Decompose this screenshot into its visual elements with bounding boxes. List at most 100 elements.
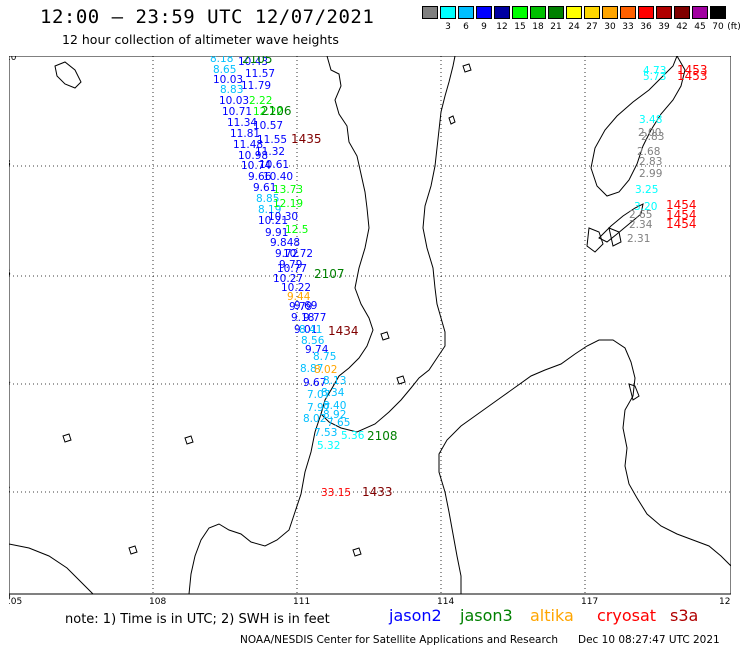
color-scale-label: 15 [514, 22, 526, 32]
swh-value-label: 3.25 [635, 184, 658, 196]
swh-value-label: 8.41 [299, 324, 322, 336]
coast-malay-peninsula [188, 413, 322, 595]
coastlines [9, 56, 731, 595]
swh-value-label: 9.67 [303, 377, 326, 389]
swh-value-label: 12.19 [273, 198, 303, 210]
pass-time-label: 2105 [242, 56, 273, 66]
swh-value-label: 11.55 [257, 134, 287, 146]
swh-value-label: 10.22 [281, 282, 311, 294]
swh-value-label: 10.71 [222, 106, 252, 118]
swh-value-label: 8.65 [213, 64, 236, 76]
swh-value-label: 8.19 [258, 204, 281, 216]
swh-value-label: 8.83 [220, 84, 243, 96]
pass-time-label: 2106 [261, 104, 292, 118]
swh-value-label: 9.66 [248, 171, 272, 183]
swh-value-label: 9.77 [303, 312, 326, 324]
color-scale-label: 3 [445, 22, 451, 32]
latitude-tick-label: 8 [9, 159, 11, 169]
swh-value-label: 2.31 [627, 233, 650, 245]
swh-value-label: 10.21 [258, 215, 288, 227]
longitude-tick-label: 108 [149, 597, 166, 604]
map-subtitle: 12 hour collection of altimeter wave hei… [62, 32, 339, 47]
swh-value-label: 8.02 [303, 413, 326, 425]
color-swatch [674, 6, 690, 19]
altimeter-map: 105 108 111 114 117 120 0 2 4 6 8 10 8.18 10.438.65… [9, 56, 731, 604]
swh-value-label: 10.77 [277, 263, 307, 275]
swh-value-label: 8.75 [313, 351, 336, 363]
color-swatch [458, 6, 474, 19]
latitude-tick-label: 4 [9, 377, 11, 387]
swh-value-label: 10.57 [253, 120, 283, 132]
swh-value-label: 10.40 [263, 171, 293, 183]
swh-value-label: 10.61 [259, 159, 289, 171]
swh-value-label: 9.91 [265, 227, 288, 239]
swh-value-label: 5.32 [317, 440, 340, 452]
coast-palawan [598, 203, 644, 243]
swh-value-label: 8.40 [323, 400, 346, 412]
color-scale-label: 21 [550, 22, 562, 32]
swh-value-label: 8.34 [321, 387, 345, 399]
swh-value-label: 9.79 [279, 259, 302, 271]
swh-value-label: 9.69 [294, 300, 317, 312]
legend-item-jason2: jason2 [389, 606, 442, 625]
legend-item-jason3: jason3 [460, 606, 513, 625]
swh-value-label: 7.07 [307, 389, 330, 401]
longitude-tick-label: 111 [293, 597, 310, 604]
swh-value-label: 9.44 [287, 291, 311, 303]
color-swatch [512, 6, 528, 19]
color-scale-label: 6 [463, 22, 469, 32]
graticule [9, 56, 731, 594]
color-swatch [548, 6, 564, 19]
swh-value-label: 2.34 [629, 219, 653, 231]
swh-value-label: 8.92 [323, 409, 346, 421]
color-scale-label: 12 [496, 22, 508, 32]
longitude-tick-label: 114 [437, 597, 454, 604]
color-swatch [566, 6, 582, 19]
pass-time-label: 1435 [291, 132, 322, 146]
color-swatch [440, 6, 456, 19]
swh-value-label: 10.30 [268, 211, 298, 223]
swh-value-label: 10.72 [283, 248, 313, 260]
swh-value-label: 3.48 [639, 114, 662, 126]
pass-time-label: 1454 [666, 198, 697, 212]
coast-indochina [320, 56, 456, 433]
swh-value-label: 10.43 [238, 56, 268, 68]
east-track-values: 4.735.733.482.002.832.682.832.993.253.20… [627, 65, 666, 245]
pass-time-label: 1454 [666, 217, 697, 231]
pass-time-label: 1453 [677, 63, 708, 77]
swh-value-label: 9.01 [294, 324, 317, 336]
pass-time-label: 2107 [314, 267, 345, 281]
swh-value-label: 8.87 [300, 363, 323, 375]
color-swatch [530, 6, 546, 19]
swh-value-label: 7.53 [314, 427, 337, 439]
swh-value-label: 8.56 [301, 335, 325, 347]
swh-value-label: 11.48 [233, 139, 263, 151]
color-scale-label: 33 [622, 22, 634, 32]
coast-borneo [438, 339, 731, 594]
swh-value-label: 10.03 [213, 74, 243, 86]
legend-item-s3a: s3a [670, 606, 699, 625]
swh-value-label: 8.13 [323, 375, 346, 387]
color-swatch [638, 6, 654, 19]
swh-value-label: 9.848 [270, 237, 300, 249]
swh-value-label: 2.65 [629, 209, 652, 221]
west-track-times: 2105 2106 1435 2107 1434 2108 1433 [242, 56, 398, 499]
pass-time-label: 1454 [666, 208, 697, 222]
swh-value-label: 11.32 [255, 146, 285, 158]
latitude-tick-label: 10 [9, 56, 17, 63]
swh-value-label: 8.02 [314, 364, 337, 376]
footer-timestamp: Dec 10 08:27:47 UTC 2021 [578, 634, 720, 646]
swh-value-label: 2.99 [639, 168, 662, 180]
color-scale-label: 30 [604, 22, 616, 32]
color-swatch [422, 6, 438, 19]
swh-value-label: 9.74 [305, 344, 329, 356]
swh-value-label: 5.36 [341, 430, 365, 442]
longitude-tick-label: 117 [581, 597, 598, 604]
color-swatch [602, 6, 618, 19]
longitude-tick-label: 105 [9, 597, 22, 604]
longitude-ticks: 105 108 111 114 117 120 [9, 597, 731, 604]
map-title: 12:00 – 23:59 UTC 12/07/2021 [40, 6, 375, 28]
swh-value-label: 9.79 [289, 301, 312, 313]
